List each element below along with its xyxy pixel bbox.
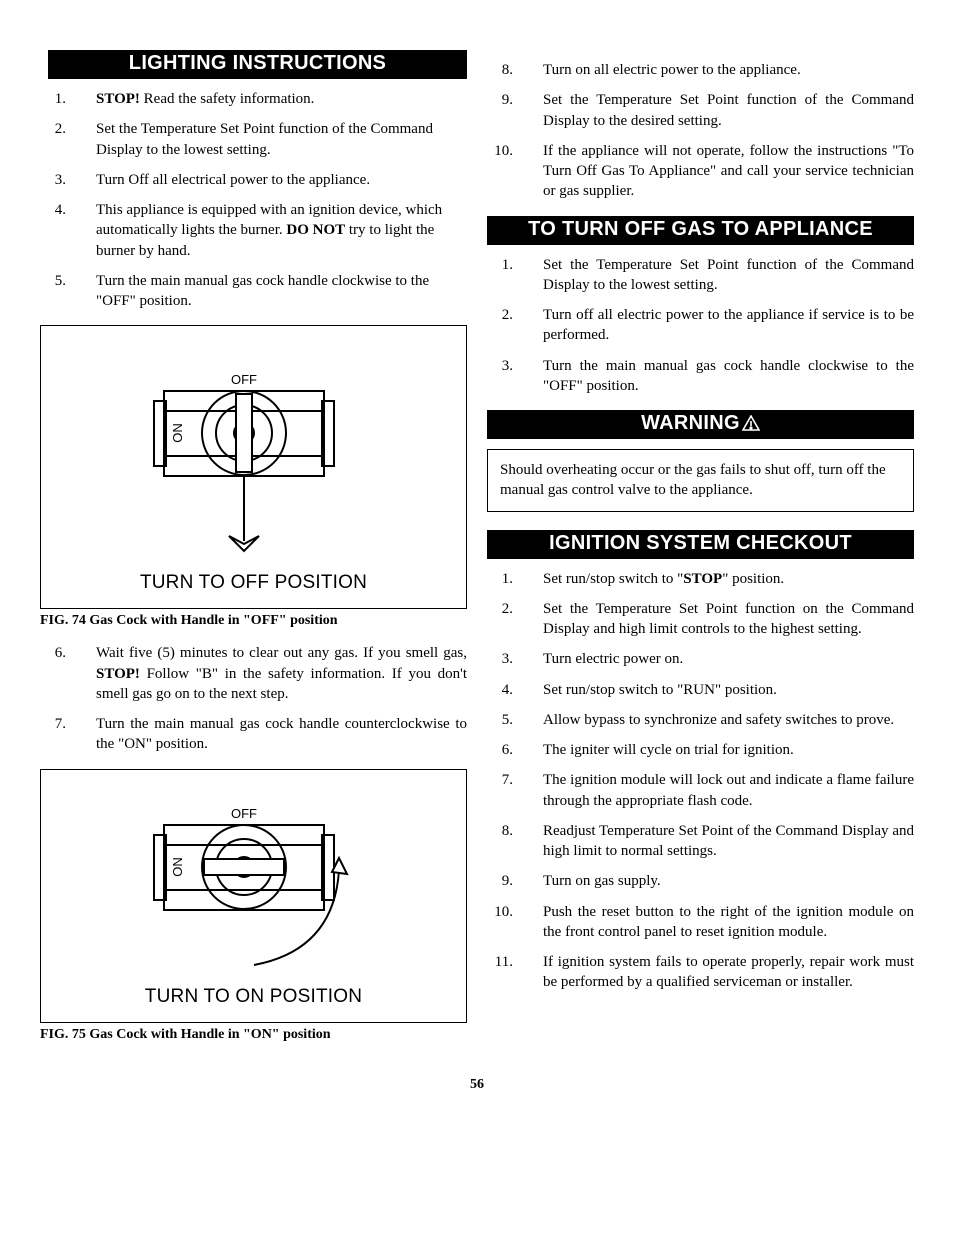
list-item-text: Set the Temperature Set Point function o… [543, 255, 914, 296]
list-item-number: 8. [487, 821, 543, 862]
list-lighting-cont: 8.Turn on all electric power to the appl… [487, 60, 914, 202]
list-item-number: 6. [40, 643, 96, 704]
list-item-text: The igniter will cycle on trial for igni… [543, 740, 914, 760]
list-item-number: 9. [487, 90, 543, 131]
list-item: 5.Allow bypass to synchronize and safety… [487, 710, 914, 730]
list-item: 4.This appliance is equipped with an ign… [40, 200, 467, 261]
list-item: 2.Set the Temperature Set Point function… [487, 599, 914, 640]
list-item: 10.If the appliance will not operate, fo… [487, 141, 914, 202]
heading-ignition-checkout: IGNITION SYSTEM CHECKOUT [487, 530, 914, 559]
list-item-text: Push the reset button to the right of th… [543, 902, 914, 943]
heading-lighting-instructions: LIGHTING INSTRUCTIONS [48, 50, 467, 79]
heading-warning: WARNING [487, 410, 914, 439]
list-item-number: 11. [487, 952, 543, 993]
figure-75-inner-caption: TURN TO ON POSITION [51, 986, 456, 1008]
list-item-number: 4. [487, 680, 543, 700]
list-item-text: Turn Off all electrical power to the app… [96, 170, 467, 190]
list-item-text: Turn the main manual gas cock handle cou… [96, 714, 467, 755]
list-lighting-1: 1.STOP! Read the safety information.2.Se… [40, 89, 467, 311]
list-item-text: Set the Temperature Set Point function o… [96, 119, 467, 160]
list-item-number: 3. [40, 170, 96, 190]
list-item: 3.Turn the main manual gas cock handle c… [487, 356, 914, 397]
svg-text:OFF: OFF [231, 806, 257, 821]
list-item-number: 1. [487, 255, 543, 296]
list-item-number: 10. [487, 902, 543, 943]
figure-74-box: OFF ON TURN TO OFF POSITION [40, 325, 467, 609]
list-item: 2.Turn off all electric power to the app… [487, 305, 914, 346]
list-item: 7.Turn the main manual gas cock handle c… [40, 714, 467, 755]
list-item: 1.STOP! Read the safety information. [40, 89, 467, 109]
list-item-number: 2. [487, 599, 543, 640]
list-item-number: 5. [487, 710, 543, 730]
svg-text:OFF: OFF [231, 372, 257, 387]
list-item-text: Set the Temperature Set Point function o… [543, 599, 914, 640]
gas-cock-off-diagram: OFF ON [124, 336, 384, 566]
list-item-text: If the appliance will not operate, follo… [543, 141, 914, 202]
list-item: 3.Turn electric power on. [487, 649, 914, 669]
list-item-text: Set the Temperature Set Point function o… [543, 90, 914, 131]
list-item-text: Wait five (5) minutes to clear out any g… [96, 643, 467, 704]
list-item-number: 3. [487, 356, 543, 397]
page-number: 56 [40, 1077, 914, 1093]
list-item-text: Set run/stop switch to "STOP" position. [543, 569, 914, 589]
list-item: 1.Set the Temperature Set Point function… [487, 255, 914, 296]
list-turn-off-gas: 1.Set the Temperature Set Point function… [487, 255, 914, 397]
list-item-number: 9. [487, 871, 543, 891]
list-item: 9.Turn on gas supply. [487, 871, 914, 891]
list-item-number: 2. [40, 119, 96, 160]
figure-74-inner-caption: TURN TO OFF POSITION [51, 572, 456, 594]
list-item: 7.The ignition module will lock out and … [487, 770, 914, 811]
list-item-number: 1. [40, 89, 96, 109]
list-ignition-checkout: 1.Set run/stop switch to "STOP" position… [487, 569, 914, 993]
list-item: 11.If ignition system fails to operate p… [487, 952, 914, 993]
list-item-number: 4. [40, 200, 96, 261]
list-item-text: Allow bypass to synchronize and safety s… [543, 710, 914, 730]
list-item-text: Turn the main manual gas cock handle clo… [96, 271, 467, 312]
list-item-text: Turn electric power on. [543, 649, 914, 669]
list-item-number: 5. [40, 271, 96, 312]
list-item-number: 3. [487, 649, 543, 669]
list-item-text: This appliance is equipped with an ignit… [96, 200, 467, 261]
list-item-number: 7. [487, 770, 543, 811]
list-item: 8.Turn on all electric power to the appl… [487, 60, 914, 80]
list-item-text: If ignition system fails to operate prop… [543, 952, 914, 993]
list-item-text: Set run/stop switch to "RUN" position. [543, 680, 914, 700]
warning-triangle-icon [742, 415, 760, 431]
list-item: 5.Turn the main manual gas cock handle c… [40, 271, 467, 312]
list-item: 8.Readjust Temperature Set Point of the … [487, 821, 914, 862]
list-item: 3.Turn Off all electrical power to the a… [40, 170, 467, 190]
list-item-text: Turn on all electric power to the applia… [543, 60, 914, 80]
list-item-number: 6. [487, 740, 543, 760]
list-item-text: Readjust Temperature Set Point of the Co… [543, 821, 914, 862]
list-item: 9.Set the Temperature Set Point function… [487, 90, 914, 131]
svg-text:ON: ON [170, 424, 185, 444]
figure-75-caption: FIG. 75 Gas Cock with Handle in "ON" pos… [40, 1027, 467, 1043]
list-item-number: 1. [487, 569, 543, 589]
warning-box: Should overheating occur or the gas fail… [487, 449, 914, 512]
list-item-number: 10. [487, 141, 543, 202]
list-item: 10.Push the reset button to the right of… [487, 902, 914, 943]
list-item-text: STOP! Read the safety information. [96, 89, 467, 109]
svg-text:ON: ON [170, 857, 185, 877]
list-item: 4.Set run/stop switch to "RUN" position. [487, 680, 914, 700]
heading-turn-off-gas: TO TURN OFF GAS TO APPLIANCE [487, 216, 914, 245]
figure-74-caption: FIG. 74 Gas Cock with Handle in "OFF" po… [40, 613, 467, 629]
list-item: 1.Set run/stop switch to "STOP" position… [487, 569, 914, 589]
list-item-number: 2. [487, 305, 543, 346]
list-item-text: Turn the main manual gas cock handle clo… [543, 356, 914, 397]
list-item-text: The ignition module will lock out and in… [543, 770, 914, 811]
gas-cock-on-diagram: OFF ON [114, 780, 394, 980]
list-item: 6.Wait five (5) minutes to clear out any… [40, 643, 467, 704]
list-item-text: Turn off all electric power to the appli… [543, 305, 914, 346]
list-item: 6. The igniter will cycle on trial for i… [487, 740, 914, 760]
list-item: 2.Set the Temperature Set Point function… [40, 119, 467, 160]
list-item-number: 7. [40, 714, 96, 755]
list-item-number: 8. [487, 60, 543, 80]
figure-75-box: OFF ON TURN TO ON POSITION [40, 769, 467, 1023]
list-lighting-2: 6.Wait five (5) minutes to clear out any… [40, 643, 467, 754]
list-item-text: Turn on gas supply. [543, 871, 914, 891]
